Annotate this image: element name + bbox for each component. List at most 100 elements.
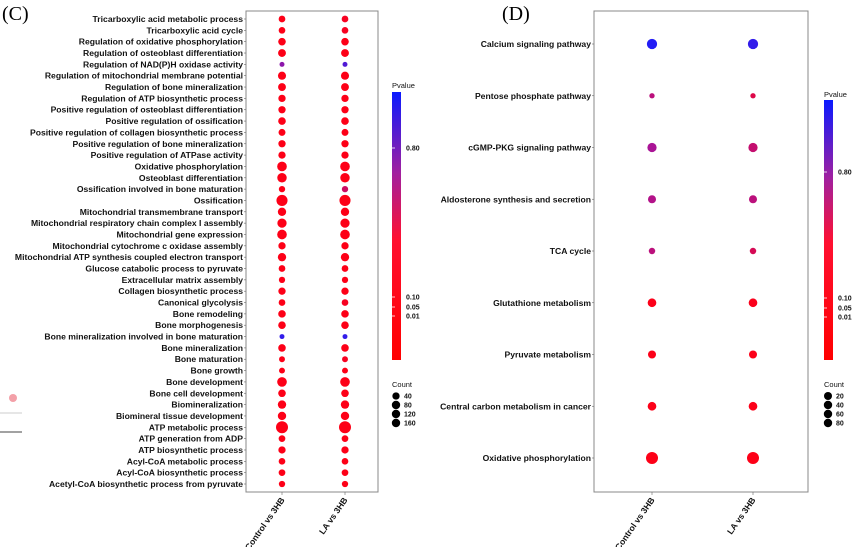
c-dot (341, 299, 349, 306)
panel-d-pvalue-colorbar (824, 100, 833, 360)
panel-d-count-legend-title: Count (824, 380, 845, 389)
c-dot (278, 480, 286, 488)
c-dot (278, 389, 286, 398)
c-dot (278, 15, 286, 23)
c-dot (277, 173, 287, 183)
c-dot (340, 218, 350, 228)
c-dot (278, 265, 286, 272)
c-dot (278, 128, 286, 136)
panel-d-letter: (D) (502, 3, 530, 25)
c-dot (278, 310, 286, 318)
c-dot (341, 94, 349, 103)
c-term-label: Positive regulation of collagen biosynth… (30, 127, 243, 137)
c-term-label: Regulation of bone mineralization (105, 82, 243, 92)
c-pvalue-tick-label: 0.01 (406, 314, 420, 321)
c-dot (278, 446, 286, 454)
c-dot (341, 389, 349, 398)
c-term-label: Bone mineralization involved in bone mat… (44, 332, 243, 342)
d-count-legend-label: 20 (836, 394, 844, 401)
panel-d-dots (646, 38, 759, 464)
c-dot (277, 218, 287, 228)
d-count-legend-dot (823, 391, 833, 401)
d-count-legend-label: 40 (836, 403, 844, 410)
d-term-label: Pentose phosphate pathway (475, 91, 591, 101)
c-dot (340, 229, 350, 240)
c-term-label: Bone mineralization (161, 343, 243, 353)
c-term-label: Regulation of NAD(P)H oxidase activity (83, 59, 243, 69)
d-term-label: TCA cycle (550, 246, 591, 256)
c-dot (341, 37, 349, 46)
c-dot (340, 411, 350, 421)
d-dot (646, 38, 658, 50)
c-dot (277, 207, 287, 216)
d-count-legend-dot (823, 400, 833, 410)
c-term-label: Bone growth (190, 366, 243, 376)
c-group-label: Control vs 3HB (243, 495, 287, 547)
c-term-label: Biomineralization (171, 400, 243, 410)
c-dot (276, 194, 288, 207)
c-dot (278, 344, 286, 352)
d-pvalue-tick-label: 0.05 (838, 306, 852, 313)
d-term-label: cGMP-PKG signaling pathway (468, 143, 591, 153)
c-dot (341, 117, 349, 125)
c-term-label: Oxidative phosphorylation (135, 161, 243, 171)
d-pvalue-tick-label: 0.80 (838, 170, 852, 177)
c-dot (278, 151, 286, 159)
c-term-label: Ossification involved in bone maturation (77, 184, 243, 194)
c-term-label: Bone morphogenesis (155, 320, 243, 330)
c-dot (277, 377, 287, 387)
d-dot (647, 195, 657, 204)
panel-d-pvalue-legend: Pvalue 0.80 0.10 0.05 0.01 (824, 90, 852, 360)
d-term-label: Pyruvate metabolism (505, 350, 592, 360)
c-dot (277, 229, 287, 240)
c-term-label: Ossification (194, 195, 243, 205)
c-dot (341, 344, 349, 352)
c-dot (340, 377, 350, 387)
c-dot (342, 334, 348, 340)
c-term-label: Biomineral tissue development (116, 411, 243, 421)
c-term-label: Acyl-CoA biosynthetic process (116, 468, 243, 478)
d-term-label: Aldosterone synthesis and secretion (441, 194, 591, 204)
d-pvalue-tick-label: 0.10 (838, 296, 852, 303)
c-dot (278, 27, 286, 34)
c-dot (341, 469, 349, 476)
panel-c-pvalue-colorbar (392, 92, 401, 360)
c-count-legend-label: 80 (404, 403, 412, 410)
panel-c: (C) Tricarboxylic acid metabolic process… (0, 3, 420, 547)
c-term-label: Acyl-CoA metabolic process (127, 456, 243, 466)
d-pvalue-tick-label: 0.01 (838, 315, 852, 322)
c-term-label: Positive regulation of osteoblast differ… (51, 105, 243, 115)
c-dot (341, 321, 349, 330)
d-dot (647, 401, 657, 411)
c-pvalue-tick-label: 0.80 (406, 146, 420, 153)
d-dot (647, 142, 657, 153)
c-dot (278, 37, 286, 46)
c-term-label: Tricarboxylic acid metabolic process (93, 14, 244, 24)
c-term-label: Acetyl-CoA biosynthetic process from pyr… (49, 479, 243, 489)
c-dot (341, 457, 349, 465)
c-dot (278, 276, 286, 284)
d-term-label: Calcium signaling pathway (481, 39, 592, 49)
c-count-legend-dot (392, 392, 400, 400)
c-dot (341, 15, 349, 23)
c-group-label: LA vs 3HB (317, 495, 350, 536)
c-dot (341, 185, 349, 193)
d-dot (649, 93, 655, 99)
panel-c-pvalue-legend: Pvalue 0.80 0.10 0.05 0.01 (392, 81, 420, 360)
c-dot (340, 71, 350, 80)
d-group-label: LA vs 3HB (725, 495, 758, 536)
c-pvalue-tick-label: 0.10 (406, 295, 420, 302)
c-count-legend-dot (391, 409, 401, 419)
panel-d: (D) Calcium signaling pathway Pentose pho… (440, 3, 852, 547)
d-dot (747, 38, 759, 50)
d-count-legend-label: 60 (836, 412, 844, 419)
c-dot (341, 287, 349, 295)
d-group-label: Control vs 3HB (613, 495, 657, 547)
d-dot (748, 298, 758, 308)
c-dot (342, 367, 348, 374)
d-count-legend-dot (823, 418, 833, 428)
c-term-label: Glucose catabolic process to pyruvate (85, 264, 243, 274)
panel-c-group-labels: Control vs 3HB LA vs 3HB (243, 492, 350, 547)
c-count-legend-label: 120 (404, 412, 416, 419)
panel-c-letter: (C) (2, 3, 29, 25)
